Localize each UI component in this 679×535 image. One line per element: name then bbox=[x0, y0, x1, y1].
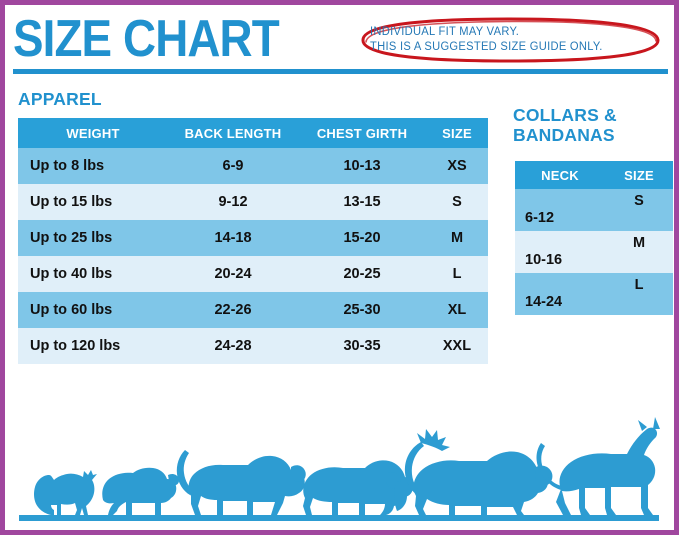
cell-back-length: 20-24 bbox=[168, 256, 298, 292]
collars-col-size: SIZE bbox=[605, 161, 673, 189]
cell-size: L bbox=[426, 256, 488, 292]
dog-silhouette-great-dane bbox=[536, 417, 660, 515]
cell-neck: 14-24 bbox=[515, 273, 605, 315]
table-row: Up to 40 lbs 20-24 20-25 L bbox=[18, 256, 488, 292]
cell-back-length: 24-28 bbox=[168, 328, 298, 364]
table-row: Up to 25 lbs 14-18 15-20 M bbox=[18, 220, 488, 256]
apparel-col-weight: WEIGHT bbox=[18, 118, 168, 148]
collars-label-line-2: BANDANAS bbox=[513, 125, 615, 145]
cell-size: S bbox=[426, 184, 488, 220]
collars-label-line-1: COLLARS & bbox=[513, 105, 617, 125]
dog-silhouette-pomeranian bbox=[34, 470, 97, 515]
apparel-header-row: WEIGHT BACK LENGTH CHEST GIRTH SIZE bbox=[18, 118, 488, 148]
cell-size: S bbox=[605, 189, 673, 231]
collars-header-row: NECK SIZE bbox=[515, 161, 673, 189]
table-row: Up to 60 lbs 22-26 25-30 XL bbox=[18, 292, 488, 328]
dog-silhouette-pug bbox=[102, 467, 180, 515]
cell-size: XXL bbox=[426, 328, 488, 364]
collars-col-neck: NECK bbox=[515, 161, 605, 189]
dog-silhouette-cocker-spaniel bbox=[303, 460, 413, 515]
cell-size: XS bbox=[426, 148, 488, 184]
table-row: 14-24 L bbox=[515, 273, 673, 315]
cell-back-length: 9-12 bbox=[168, 184, 298, 220]
dogs-svg bbox=[19, 417, 660, 521]
cell-size: XL bbox=[426, 292, 488, 328]
table-row: Up to 8 lbs 6-9 10-13 XS bbox=[18, 148, 488, 184]
callout-line-1: INDIVIDUAL FIT MAY VARY. bbox=[370, 26, 520, 38]
title-underline bbox=[13, 69, 668, 74]
callout-ellipse-icon bbox=[361, 17, 660, 63]
collars-size-table: NECK SIZE 6-12 S 10-16 M 14-24 L bbox=[515, 161, 673, 315]
cell-size: M bbox=[426, 220, 488, 256]
page-title: SIZE CHART bbox=[13, 10, 280, 68]
collars-section-label: COLLARS & BANDANAS bbox=[513, 105, 617, 145]
callout-text: INDIVIDUAL FIT MAY VARY. THIS IS A SUGGE… bbox=[370, 25, 655, 55]
table-row: Up to 120 lbs 24-28 30-35 XXL bbox=[18, 328, 488, 364]
dog-silhouettes-illustration bbox=[5, 403, 674, 530]
cell-size: M bbox=[605, 231, 673, 273]
cell-neck: 10-16 bbox=[515, 231, 605, 273]
cell-chest-girth: 10-13 bbox=[298, 148, 426, 184]
chart-inner: SIZE CHART INDIVIDUAL FIT MAY VARY. THIS… bbox=[5, 5, 674, 530]
cell-weight: Up to 25 lbs bbox=[18, 220, 168, 256]
apparel-size-table: WEIGHT BACK LENGTH CHEST GIRTH SIZE Up t… bbox=[18, 118, 488, 364]
cell-weight: Up to 15 lbs bbox=[18, 184, 168, 220]
cell-weight: Up to 40 lbs bbox=[18, 256, 168, 292]
table-row: 6-12 S bbox=[515, 189, 673, 231]
apparel-col-size: SIZE bbox=[426, 118, 488, 148]
cell-neck: 6-12 bbox=[515, 189, 605, 231]
cell-chest-girth: 30-35 bbox=[298, 328, 426, 364]
dog-silhouette-husky bbox=[404, 429, 553, 515]
title-row: SIZE CHART bbox=[13, 10, 668, 74]
ground-line bbox=[19, 515, 659, 521]
cell-chest-girth: 13-15 bbox=[298, 184, 426, 220]
apparel-col-back-length: BACK LENGTH bbox=[168, 118, 298, 148]
apparel-col-chest-girth: CHEST GIRTH bbox=[298, 118, 426, 148]
disclaimer-callout: INDIVIDUAL FIT MAY VARY. THIS IS A SUGGE… bbox=[353, 16, 665, 64]
cell-weight: Up to 8 lbs bbox=[18, 148, 168, 184]
cell-weight: Up to 60 lbs bbox=[18, 292, 168, 328]
table-row: Up to 15 lbs 9-12 13-15 S bbox=[18, 184, 488, 220]
cell-chest-girth: 25-30 bbox=[298, 292, 426, 328]
callout-line-2: THIS IS A SUGGESTED SIZE GUIDE ONLY. bbox=[370, 41, 603, 53]
cell-back-length: 14-18 bbox=[168, 220, 298, 256]
cell-chest-girth: 20-25 bbox=[298, 256, 426, 292]
cell-back-length: 22-26 bbox=[168, 292, 298, 328]
cell-back-length: 6-9 bbox=[168, 148, 298, 184]
cell-chest-girth: 15-20 bbox=[298, 220, 426, 256]
apparel-section-label: APPAREL bbox=[18, 89, 102, 109]
dog-silhouette-labrador bbox=[176, 450, 306, 515]
cell-weight: Up to 120 lbs bbox=[18, 328, 168, 364]
cell-size: L bbox=[605, 273, 673, 315]
table-row: 10-16 M bbox=[515, 231, 673, 273]
